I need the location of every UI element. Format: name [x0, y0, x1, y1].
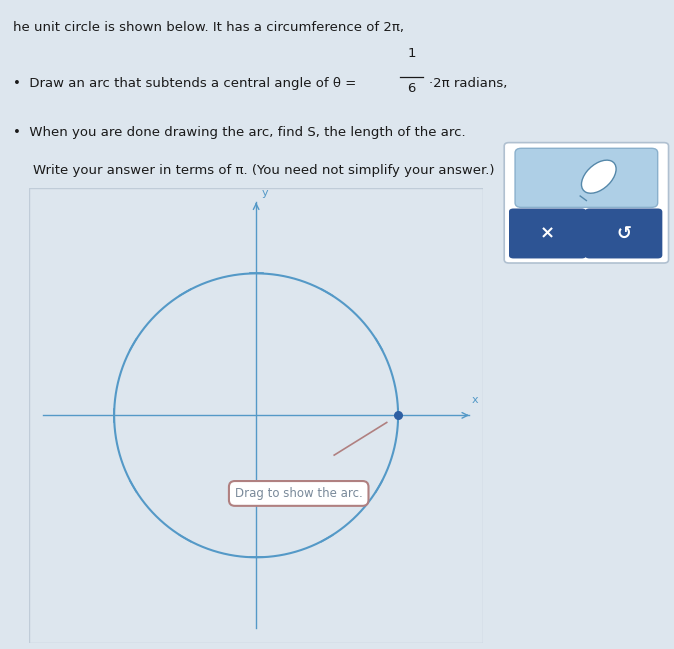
FancyBboxPatch shape	[509, 208, 586, 258]
FancyBboxPatch shape	[504, 143, 669, 263]
Text: 6: 6	[407, 82, 416, 95]
Text: he unit circle is shown below. It has a circumference of 2π,: he unit circle is shown below. It has a …	[13, 21, 404, 34]
Text: Write your answer in terms of π. (You need not simplify your answer.): Write your answer in terms of π. (You ne…	[33, 164, 495, 177]
FancyBboxPatch shape	[585, 208, 663, 258]
FancyBboxPatch shape	[515, 149, 658, 208]
Text: •  When you are done drawing the arc, find S, the length of the arc.: • When you are done drawing the arc, fin…	[13, 126, 466, 139]
Text: x: x	[472, 395, 479, 406]
Text: ↺: ↺	[616, 225, 631, 243]
Text: y: y	[262, 188, 268, 198]
Text: ×: ×	[540, 225, 555, 243]
Text: •  Draw an arc that subtends a central angle of θ =: • Draw an arc that subtends a central an…	[13, 77, 361, 90]
Ellipse shape	[582, 160, 616, 193]
Text: ·2π radians,: ·2π radians,	[429, 77, 508, 90]
Text: 1: 1	[407, 47, 416, 60]
Text: Drag to show the arc.: Drag to show the arc.	[235, 487, 363, 500]
